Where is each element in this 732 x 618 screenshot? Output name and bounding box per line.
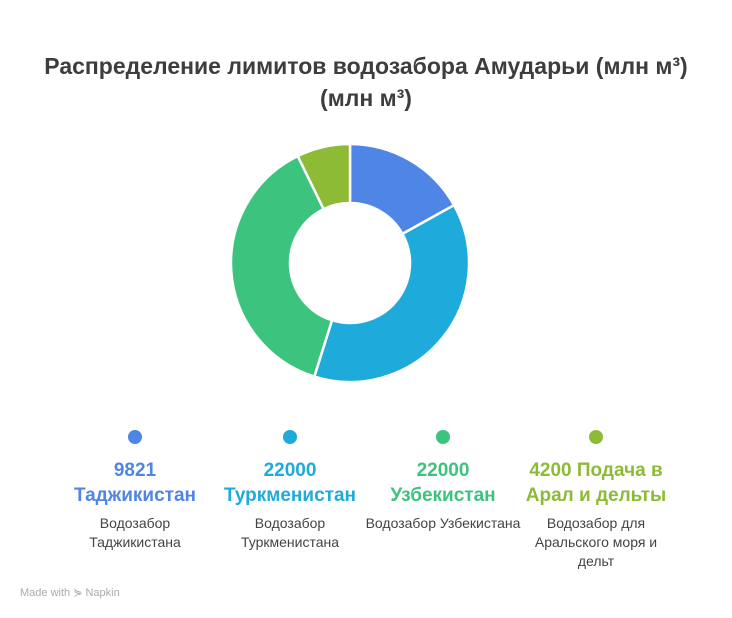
- chart-title: Распределение лимитов водозабора Амударь…: [44, 53, 688, 111]
- legend-dot: [589, 430, 603, 444]
- legend-label: 9821 Таджикистан: [73, 460, 196, 506]
- legend-description: Водозабор Таджикистана: [89, 515, 181, 550]
- legend-label: 22000 Узбекистан: [390, 460, 496, 506]
- donut-slice-4: [296, 142, 352, 211]
- legend-label: 4200 Подача в Арал и дельты: [525, 460, 667, 506]
- legend-dot: [283, 430, 297, 444]
- legend-description: Водозабор для Аральского моря и дельт: [534, 515, 658, 569]
- legend-dot: [128, 430, 142, 444]
- legend-dot: [436, 430, 450, 444]
- legend-item: 22000 Узбекистан Водозабор Узбекистана: [363, 430, 523, 533]
- legend-item: 9821 Таджикистан Водозабор Таджикистана: [55, 430, 215, 552]
- legend-description: Водозабор Туркменистана: [240, 515, 340, 550]
- legend-item: 22000 Туркменистан Водозабор Туркмениста…: [210, 430, 370, 552]
- footer-watermark: Made with ⋟ Napkin: [20, 587, 120, 599]
- legend-description: Водозабор Узбекистана: [365, 515, 521, 531]
- donut-slice-2: [312, 203, 471, 384]
- legend-item: 4200 Подача в Арал и дельты Водозабор дл…: [516, 430, 676, 571]
- donut-slice-3: [229, 154, 334, 379]
- donut-chart: [229, 142, 471, 384]
- legend-label: 22000 Туркменистан: [223, 460, 356, 506]
